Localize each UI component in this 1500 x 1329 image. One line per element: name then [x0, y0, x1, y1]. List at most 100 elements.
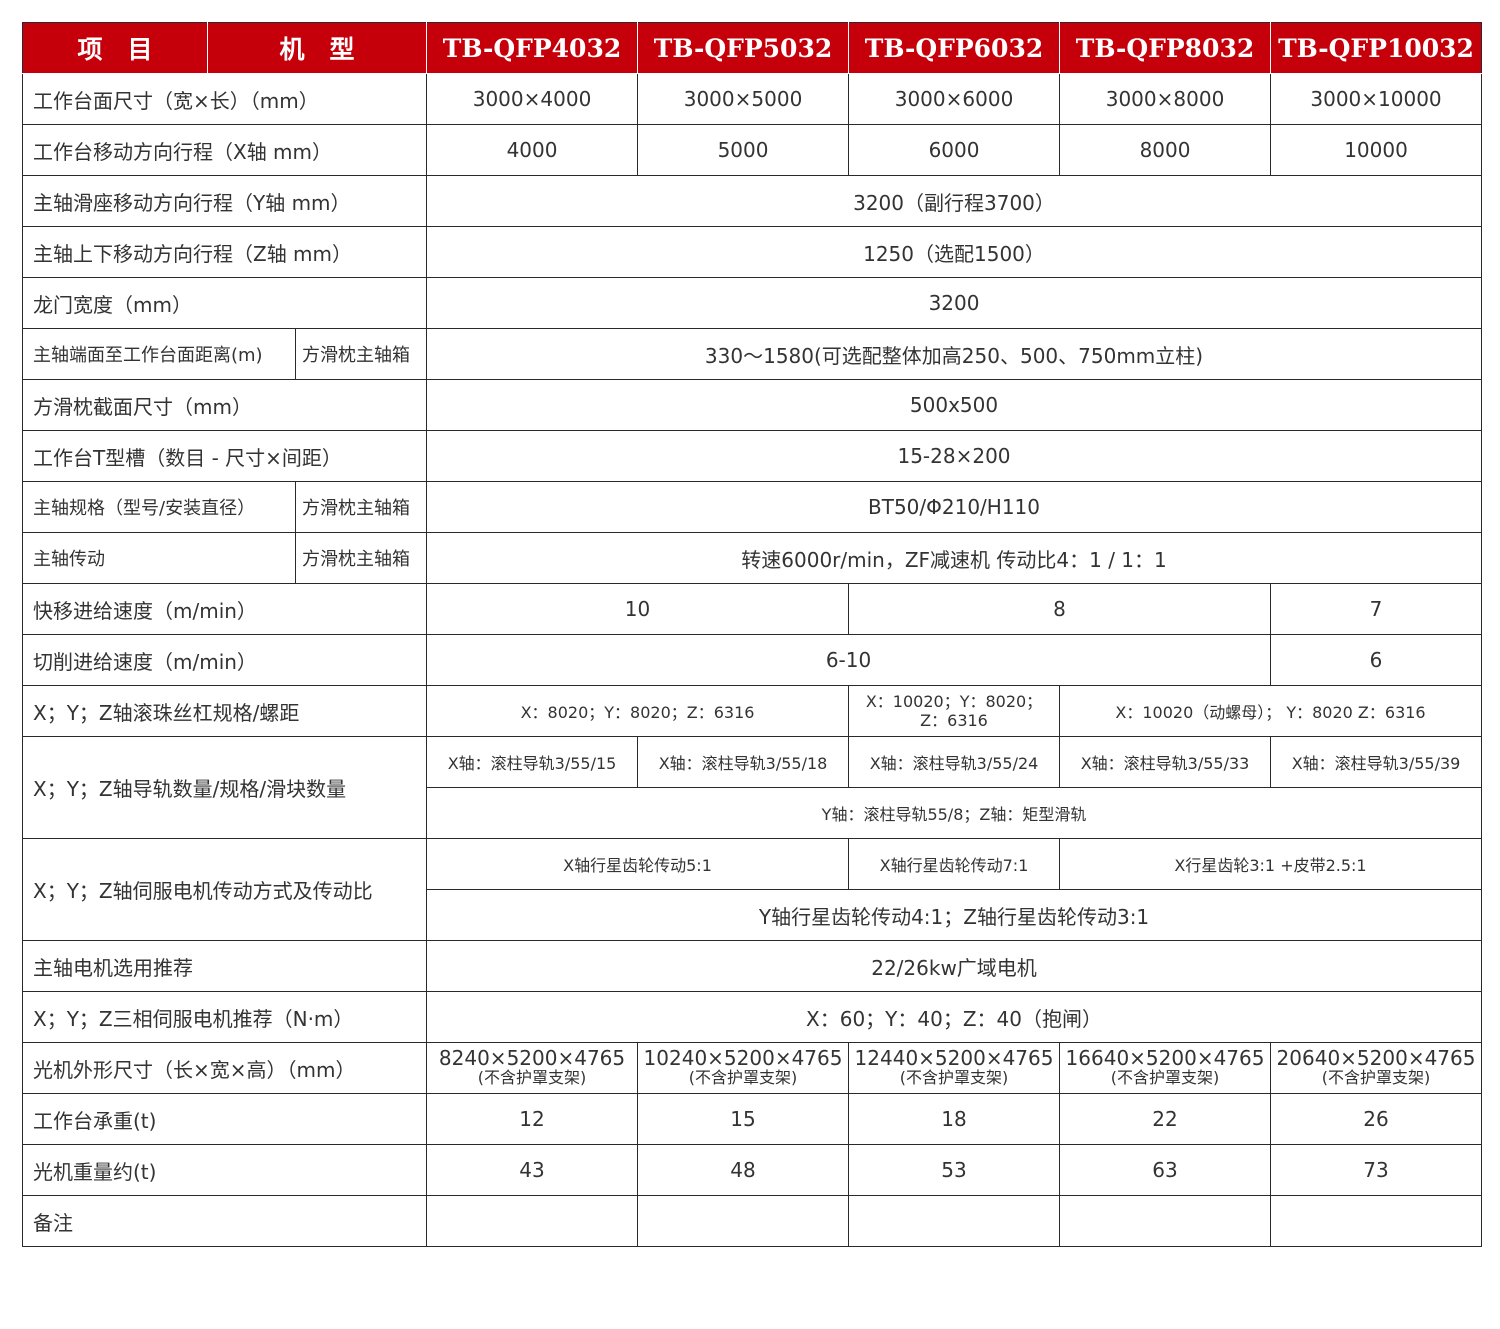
spec-table: 项 目 机 型 TB-QFP4032 TB-QFP5032 TB-QFP6032… — [21, 22, 1483, 1247]
table-row: 龙门宽度（mm） 3200 — [21, 277, 1483, 329]
value-cell — [1270, 1195, 1483, 1247]
row-label: 龙门宽度（mm） — [21, 277, 428, 329]
row-label: 工作台承重(t) — [21, 1093, 428, 1145]
header-model-name: TB-QFP10032 — [1270, 22, 1483, 74]
value-cell: 53 — [848, 1144, 1061, 1196]
value-cell: 48 — [637, 1144, 850, 1196]
value-line: 12440×5200×4765 — [854, 1046, 1054, 1070]
row-label: 主轴上下移动方向行程（Z轴 mm） — [21, 226, 428, 278]
value-line: X：10020；Y：8020； — [865, 692, 1043, 711]
table-row: 工作台面尺寸（宽×长）（mm） 3000×4000 3000×5000 3000×60… — [21, 73, 1483, 125]
row-label: 主轴电机选用推荐 — [21, 940, 428, 992]
row-label: 方滑枕截面尺寸（mm） — [21, 379, 428, 431]
value-cell: 5000 — [637, 124, 850, 176]
header-model-name: TB-QFP5032 — [637, 22, 850, 74]
value-cell: 3000×8000 — [1059, 73, 1272, 125]
value-cell: X：60；Y：40；Z：40（抱闸） — [426, 991, 1483, 1043]
table-row: 备注 — [21, 1195, 1483, 1247]
table-row: X；Y；Z轴滚珠丝杠规格/螺距 X：8020；Y：8020；Z：6316 X：100… — [21, 685, 1483, 737]
table-row: 光机重量约(t) 43 48 53 63 73 — [21, 1144, 1483, 1196]
table-row: Y轴：滚柱导轨55/8；Z轴：矩型滑轨 — [23, 787, 1483, 839]
value-cell: 18 — [848, 1093, 1061, 1145]
value-note: Z：6316 — [920, 711, 988, 730]
row-sublabel: 方滑枕主轴箱 — [294, 481, 428, 533]
row-sublabel: 方滑枕主轴箱 — [294, 328, 428, 380]
value-cell: 22/26kw广域电机 — [426, 940, 1483, 992]
value-cell: 500x500 — [426, 379, 1483, 431]
value-cell: 73 — [1270, 1144, 1483, 1196]
header-model: 机 型 — [206, 22, 428, 74]
row-sublabel: 方滑枕主轴箱 — [294, 532, 428, 584]
value-cell: X：8020；Y：8020；Z：6316 — [426, 685, 850, 737]
value-cell: X：10020（动螺母）； Y：8020 Z：6316 — [1059, 685, 1483, 737]
value-cell: 15-28×200 — [426, 430, 1483, 482]
table-row: Y轴行星齿轮传动4:1；Z轴行星齿轮传动3:1 — [23, 889, 1483, 941]
row-label: 光机外形尺寸（长×宽×高）（mm） — [21, 1042, 428, 1094]
table-row: 切削进给速度（m/min） 6-10 6 — [21, 634, 1483, 686]
value-cell: 8000 — [1059, 124, 1272, 176]
value-cell: X行星齿轮3:1 +皮带2.5:1 — [1059, 838, 1483, 890]
value-cell: X轴：滚柱导轨3/55/33 — [1059, 736, 1272, 788]
value-cell: BT50/Φ210/H110 — [426, 481, 1483, 533]
value-line: 16640×5200×4765 — [1065, 1046, 1265, 1070]
value-cell — [1059, 1195, 1272, 1247]
table-row: 光机外形尺寸（长×宽×高）（mm） 8240×5200×4765 (不含护罩支架) 1… — [21, 1042, 1483, 1094]
value-cell: 4000 — [426, 124, 639, 176]
table-row: 主轴规格（型号/安装直径） 方滑枕主轴箱 BT50/Φ210/H110 — [22, 481, 1483, 533]
value-cell: 22 — [1059, 1093, 1272, 1145]
value-note: (不含护罩支架) — [477, 1068, 587, 1087]
value-cell: 6 — [1270, 634, 1483, 686]
value-cell: 8 — [848, 583, 1272, 635]
value-line: 8240×5200×4765 — [438, 1046, 626, 1070]
value-cell: 3200（副行程3700） — [426, 175, 1483, 227]
value-cell: X轴：滚柱导轨3/55/18 — [637, 736, 850, 788]
table-row: 工作台承重(t) 12 15 18 22 26 — [21, 1093, 1483, 1145]
value-line: 20640×5200×4765 — [1276, 1046, 1476, 1070]
value-cell: X轴行星齿轮传动7:1 — [848, 838, 1061, 890]
value-cell: 12 — [426, 1093, 639, 1145]
value-cell: 15 — [637, 1093, 850, 1145]
row-label: X；Y；Z轴滚珠丝杠规格/螺距 — [21, 685, 428, 737]
value-cell: 26 — [1270, 1093, 1483, 1145]
table-row: 主轴传动 方滑枕主轴箱 转速6000r/min，ZF减速机 传动比4：1 / 1：1 — [22, 532, 1483, 584]
value-cell: X轴：滚柱导轨3/55/24 — [848, 736, 1061, 788]
row-label: 工作台面尺寸（宽×长）（mm） — [21, 73, 428, 125]
value-cell: X轴：滚柱导轨3/55/15 — [426, 736, 639, 788]
row-label: 切削进给速度（m/min） — [21, 634, 428, 686]
value-cell: 1250（选配1500） — [426, 226, 1483, 278]
table-row: 主轴滑座移动方向行程（Y轴 mm） 3200（副行程3700） — [21, 175, 1483, 227]
value-note: (不含护罩支架) — [688, 1068, 798, 1087]
row-label: 工作台T型槽（数目 - 尺寸×间距） — [21, 430, 428, 482]
value-note: (不含护罩支架) — [1321, 1068, 1431, 1087]
table-row: 方滑枕截面尺寸（mm） 500x500 — [21, 379, 1483, 431]
value-cell: 10240×5200×4765 (不含护罩支架) — [637, 1042, 850, 1094]
value-cell — [848, 1195, 1061, 1247]
value-cell: 3200 — [426, 277, 1483, 329]
table-row: 工作台T型槽（数目 - 尺寸×间距） 15-28×200 — [21, 430, 1483, 482]
value-cell: 43 — [426, 1144, 639, 1196]
value-cell: 7 — [1270, 583, 1483, 635]
spec-rows: 工作台面尺寸（宽×长）（mm） 3000×4000 3000×5000 3000×60… — [21, 73, 1483, 1247]
value-cell — [426, 1195, 639, 1247]
value-cell: 10000 — [1270, 124, 1483, 176]
header-model-name: TB-QFP6032 — [848, 22, 1061, 74]
row-label: X；Y；Z三相伺服电机推荐（N·m） — [21, 991, 428, 1043]
row-label: 主轴传动 — [22, 532, 296, 584]
value-cell: 3000×6000 — [848, 73, 1061, 125]
row-label: 主轴滑座移动方向行程（Y轴 mm） — [21, 175, 428, 227]
value-cell: X：10020；Y：8020； Z：6316 — [848, 685, 1061, 737]
table-row: X；Y；Z轴导轨数量/规格/滑块数量 X轴：滚柱导轨3/55/15 X轴：滚柱导轨3… — [21, 736, 1483, 839]
value-cell: 3000×5000 — [637, 73, 850, 125]
row-label: 主轴端面至工作台面距离(m) — [22, 328, 296, 380]
header-model-name: TB-QFP4032 — [426, 22, 639, 74]
value-cell: 6-10 — [426, 634, 1272, 686]
value-cell: 16640×5200×4765 (不含护罩支架) — [1059, 1042, 1272, 1094]
row-label: 快移进给速度（m/min） — [21, 583, 428, 635]
value-cell: 12440×5200×4765 (不含护罩支架) — [848, 1042, 1061, 1094]
value-cell: 20640×5200×4765 (不含护罩支架) — [1270, 1042, 1483, 1094]
value-cell: 63 — [1059, 1144, 1272, 1196]
value-cell: 6000 — [848, 124, 1061, 176]
value-cell: X轴：滚柱导轨3/55/39 — [1270, 736, 1483, 788]
value-cell — [637, 1195, 850, 1247]
value-cell: 330～1580(可选配整体加高250、500、750mm立柱) — [426, 328, 1483, 380]
